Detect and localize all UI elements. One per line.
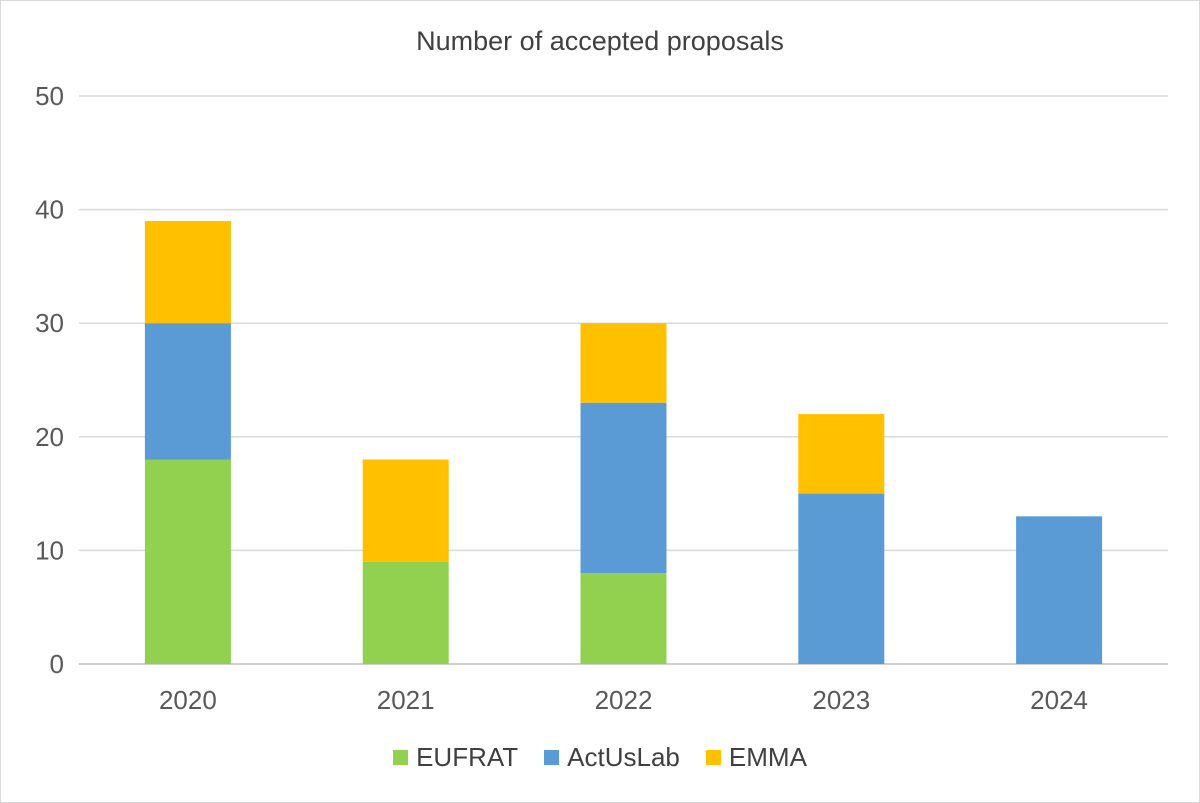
- x-tick-label: 2024: [1030, 685, 1088, 715]
- x-tick-label: 2021: [377, 685, 435, 715]
- bar-segment: [580, 402, 667, 574]
- x-tick-label: 2022: [595, 685, 653, 715]
- bar-segment: [362, 459, 449, 562]
- bar-segment: [1016, 516, 1103, 664]
- chart-title: Number of accepted proposals: [416, 26, 784, 56]
- bar-segment: [144, 323, 231, 460]
- bar-segment: [362, 561, 449, 664]
- bar-segment: [144, 459, 231, 664]
- y-tick-label: 10: [35, 535, 64, 565]
- chart-legend: EUFRAT ActUsLab EMMA: [0, 742, 1200, 773]
- x-tick-label: 2020: [159, 685, 217, 715]
- y-tick-label: 20: [35, 422, 64, 452]
- bar-segment: [144, 220, 231, 324]
- bar-segment: [798, 414, 885, 494]
- legend-swatch: [393, 750, 409, 765]
- bar-segment: [580, 573, 667, 664]
- y-tick-label: 30: [35, 308, 64, 338]
- legend-swatch: [705, 750, 721, 765]
- legend-swatch: [544, 750, 560, 765]
- legend-label: EUFRAT: [416, 742, 519, 772]
- legend-item: EUFRAT: [393, 742, 518, 773]
- y-tick-label: 0: [50, 649, 64, 679]
- y-tick-label: 50: [35, 81, 64, 111]
- bar-segment: [580, 323, 667, 403]
- x-tick-label: 2023: [812, 685, 870, 715]
- legend-item: ActUsLab: [544, 742, 680, 773]
- legend-label: ActUsLab: [567, 742, 680, 772]
- legend-item: EMMA: [705, 742, 807, 773]
- legend-label: EMMA: [728, 742, 807, 772]
- bar-segment: [798, 493, 885, 664]
- y-tick-label: 40: [35, 195, 64, 225]
